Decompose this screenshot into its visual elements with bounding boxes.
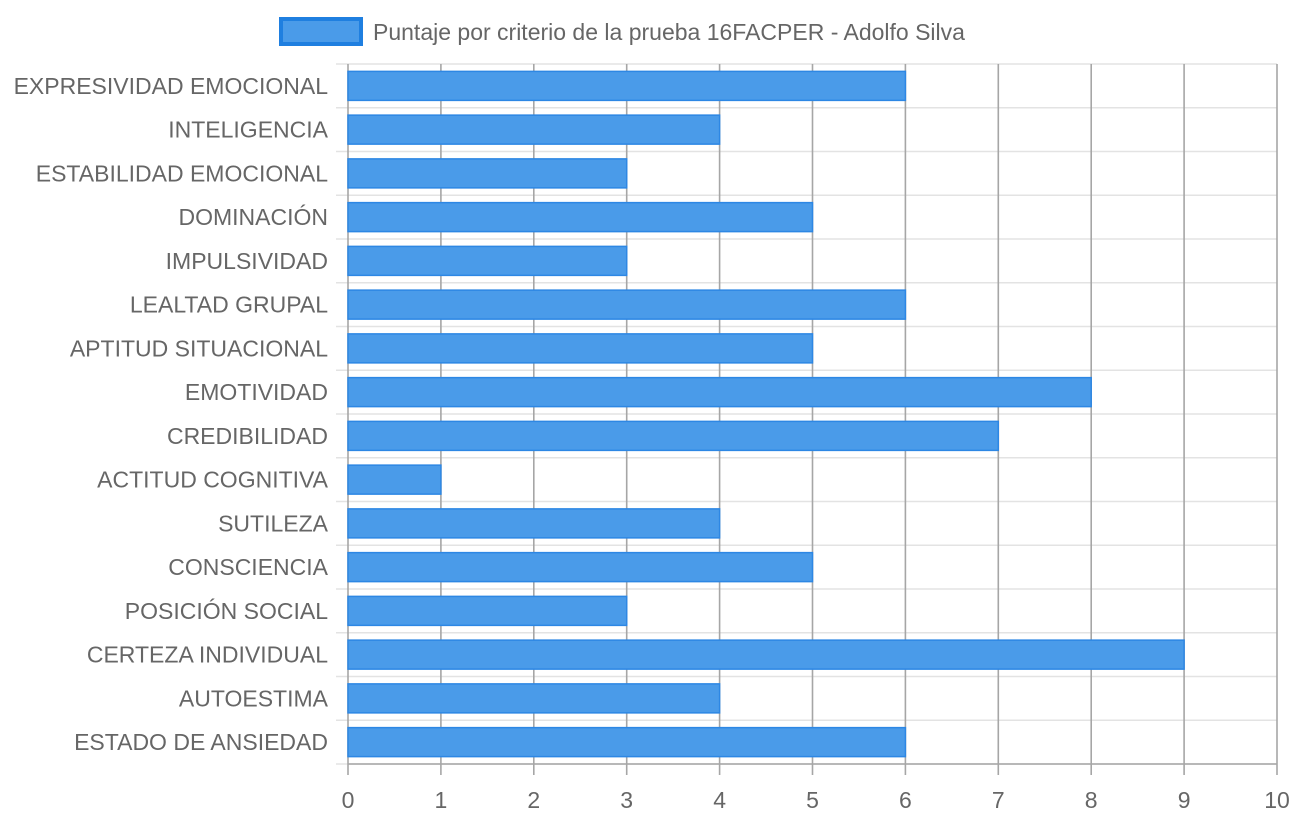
category-label: ACTITUD COGNITIVA (97, 467, 329, 493)
category-label: AUTOESTIMA (179, 685, 329, 711)
bar[interactable] (347, 508, 721, 539)
x-tick-label: 0 (342, 787, 355, 813)
bar[interactable] (347, 158, 628, 189)
x-tick-label: 3 (620, 787, 633, 813)
chart-bars (347, 70, 1185, 758)
x-tick-label: 7 (992, 787, 1005, 813)
category-label: EXPRESIVIDAD EMOCIONAL (14, 73, 329, 99)
x-tick-label: 4 (713, 787, 726, 813)
bar[interactable] (347, 245, 628, 277)
chart-legend[interactable]: Puntaje por criterio de la prueba 16FACP… (279, 17, 965, 46)
x-tick-label: 9 (1178, 787, 1191, 813)
category-label: ESTADO DE ANSIEDAD (74, 729, 328, 755)
bar[interactable] (347, 201, 814, 233)
bar[interactable] (347, 114, 721, 145)
bar[interactable] (347, 551, 814, 583)
bar[interactable] (347, 683, 721, 714)
bar[interactable] (347, 726, 907, 758)
x-tick-label: 6 (899, 787, 912, 813)
category-label: CERTEZA INDIVIDUAL (87, 642, 328, 668)
bar[interactable] (347, 595, 628, 627)
x-axis-labels: 0 1 2 3 4 5 6 7 8 9 10 (342, 787, 1290, 813)
category-label: SUTILEZA (218, 510, 329, 536)
x-tick-label: 1 (435, 787, 448, 813)
bar[interactable] (347, 420, 1000, 452)
bar[interactable] (347, 639, 1185, 670)
category-label: INTELIGENCIA (168, 117, 328, 143)
x-tick-label: 2 (527, 787, 540, 813)
bar[interactable] (347, 376, 1092, 408)
x-tick-label: 5 (806, 787, 819, 813)
category-label: ESTABILIDAD EMOCIONAL (36, 160, 328, 186)
category-label: APTITUD SITUACIONAL (70, 335, 328, 361)
category-label: DOMINACIÓN (179, 204, 329, 230)
category-label: CREDIBILIDAD (167, 423, 328, 449)
legend-label[interactable]: Puntaje por criterio de la prueba 16FACP… (373, 19, 965, 45)
category-label: IMPULSIVIDAD (166, 248, 328, 274)
bar[interactable] (347, 289, 907, 320)
bar[interactable] (347, 464, 442, 495)
x-tick-label: 10 (1264, 787, 1290, 813)
bar[interactable] (347, 333, 814, 364)
x-tick-label: 8 (1085, 787, 1098, 813)
category-label: LEALTAD GRUPAL (130, 292, 328, 318)
y-axis-labels: EXPRESIVIDAD EMOCIONAL INTELIGENCIA ESTABI… (14, 73, 329, 755)
category-label: CONSCIENCIA (168, 554, 328, 580)
category-label: EMOTIVIDAD (185, 379, 328, 405)
bar[interactable] (347, 70, 907, 102)
legend-swatch[interactable] (279, 17, 363, 46)
category-label: POSICIÓN SOCIAL (125, 598, 328, 624)
